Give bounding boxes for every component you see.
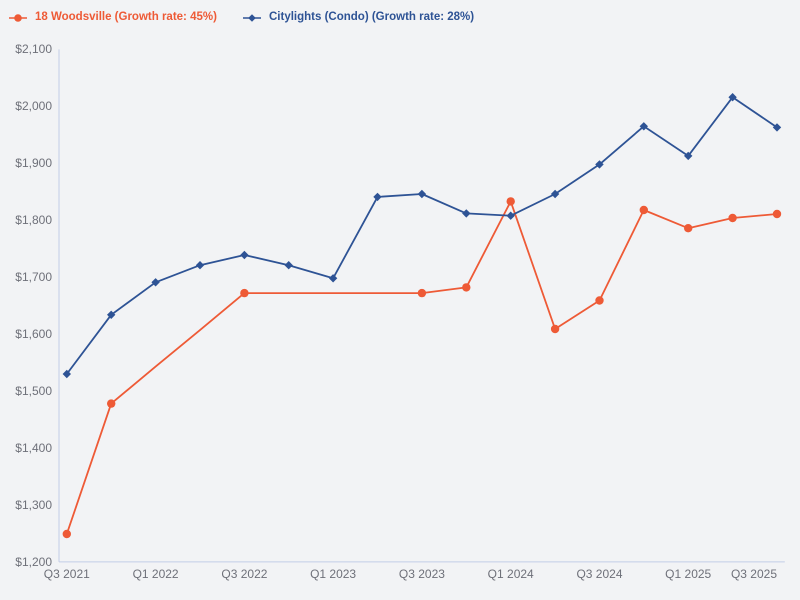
svg-text:$1,900: $1,900	[15, 156, 52, 170]
svg-text:$1,800: $1,800	[15, 213, 52, 227]
svg-text:$1,700: $1,700	[15, 270, 52, 284]
svg-text:Q1 2024: Q1 2024	[488, 567, 534, 581]
svg-text:$2,100: $2,100	[15, 42, 52, 56]
svg-text:$1,300: $1,300	[15, 498, 52, 512]
svg-text:$1,500: $1,500	[15, 384, 52, 398]
svg-text:Q3 2023: Q3 2023	[399, 567, 445, 581]
svg-text:Q1 2023: Q1 2023	[310, 567, 356, 581]
svg-text:Q1 2022: Q1 2022	[133, 567, 179, 581]
svg-text:$1,600: $1,600	[15, 327, 52, 341]
svg-text:Q1 2025: Q1 2025	[665, 567, 711, 581]
svg-text:Q3 2021: Q3 2021	[44, 567, 90, 581]
svg-text:Q3 2024: Q3 2024	[576, 567, 622, 581]
svg-text:Q3 2025: Q3 2025	[731, 567, 777, 581]
svg-text:$2,000: $2,000	[15, 99, 52, 113]
svg-text:$1,400: $1,400	[15, 441, 52, 455]
svg-text:Q3 2022: Q3 2022	[221, 567, 267, 581]
